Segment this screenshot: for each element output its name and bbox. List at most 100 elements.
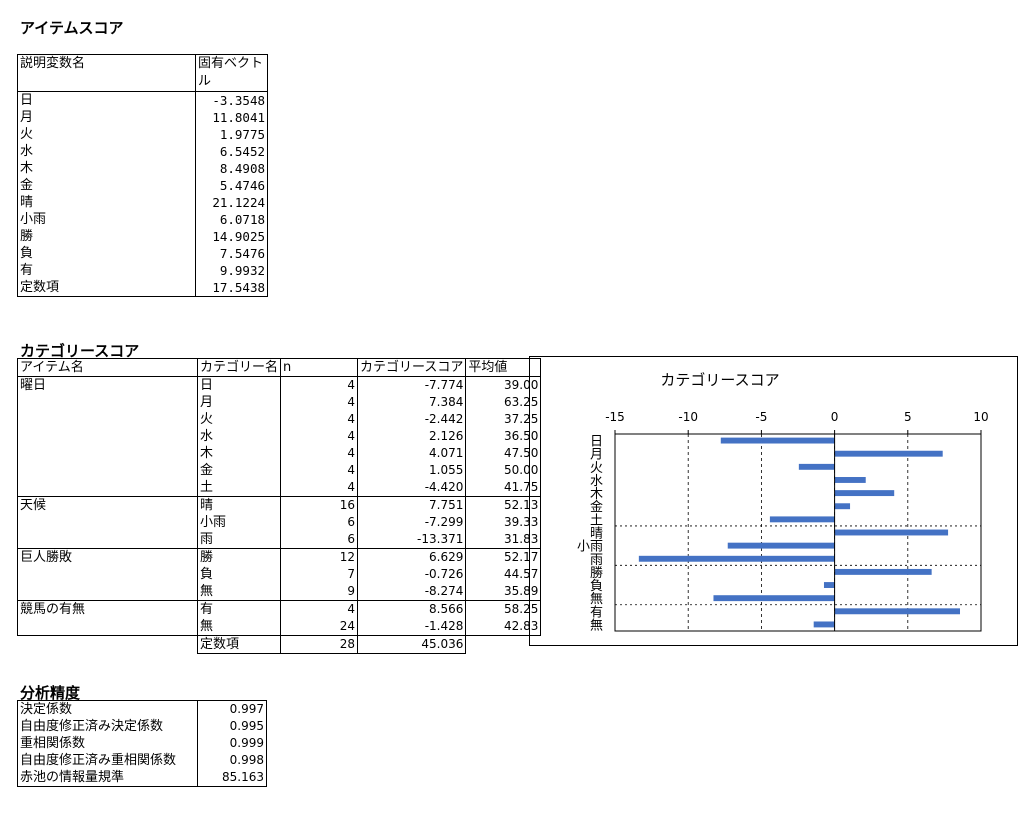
y-category-label: 無 (590, 618, 603, 633)
table-row: 赤池の情報量規準 85.163 (17, 769, 267, 787)
precision-title: 分析精度 (20, 684, 81, 702)
bar (834, 608, 961, 615)
eigenvector-value: 1.9775 (219, 127, 265, 142)
variable-name: 月 (17, 109, 196, 126)
eigenvector-value: 5.4746 (219, 178, 265, 193)
table-row: 火 1.9775 (17, 126, 268, 143)
item-name-blank (17, 445, 198, 462)
variable-name: 負 (17, 245, 196, 262)
y-category-label: 日 (590, 435, 603, 450)
variable-name: 晴 (17, 194, 196, 211)
n-value: 6 (280, 531, 359, 549)
x-tick-label: -10 (678, 410, 698, 424)
category-name: 水 (196, 428, 282, 445)
category-score-title: カテゴリースコア (20, 342, 140, 360)
precision-value: 0.997 (229, 702, 264, 716)
y-category-label: 水 (590, 474, 603, 489)
category-name: 月 (196, 394, 282, 411)
precision-label: 赤池の情報量規準 (17, 769, 198, 787)
table-row: 日 -3.3548 (17, 91, 268, 109)
table-row: 木 4 4.071 47.50 (17, 445, 542, 462)
n-value: 4 (280, 394, 359, 411)
table-row: 負 7.5476 (17, 245, 268, 262)
category-name: 無 (196, 618, 282, 636)
item-name: 巨人勝敗 (17, 548, 198, 566)
header-category-name: カテゴリー名 (196, 358, 282, 377)
table-row: 雨 6 -13.371 31.83 (17, 531, 542, 549)
n-value: 4 (280, 376, 359, 394)
y-category-label: 月 (590, 448, 603, 463)
precision-value: 85.163 (222, 770, 264, 784)
table-row: 月 4 7.384 63.25 (17, 394, 542, 411)
table-row: 天候晴 16 7.751 52.13 (17, 496, 542, 514)
eigenvector-value: 21.1224 (212, 195, 265, 210)
category-name: 有 (196, 600, 282, 618)
category-score-value: 2.126 (357, 428, 467, 445)
item-name-blank (17, 531, 198, 549)
constant-value: 45.036 (357, 635, 467, 654)
bar (813, 621, 835, 628)
x-tick-label: 5 (904, 410, 912, 424)
item-name-blank (17, 618, 198, 636)
chart-title: カテゴリースコア (660, 371, 779, 389)
table-row: 無 9 -8.274 35.89 (17, 583, 542, 601)
table-row: 自由度修正済み重相関係数 0.998 (17, 752, 267, 769)
item-name-blank (17, 462, 198, 479)
category-name: 日 (196, 376, 282, 394)
item-score-title: アイテムスコア (20, 19, 124, 37)
item-name-blank (17, 583, 198, 601)
bar (834, 568, 932, 575)
table-row: 定数項 17.5438 (17, 279, 268, 297)
header-n: n (280, 358, 359, 377)
y-category-label: 雨 (590, 553, 603, 568)
category-score-value: -0.726 (357, 566, 467, 583)
category-score-value: 6.629 (357, 548, 467, 566)
variable-name: 勝 (17, 228, 196, 245)
x-tick-label: -5 (755, 410, 767, 424)
x-tick-label: 0 (831, 410, 839, 424)
eigenvector-value: 14.9025 (212, 229, 265, 244)
category-score-value: -4.420 (357, 479, 467, 497)
table-row: 巨人勝敗勝 12 6.629 52.17 (17, 548, 542, 566)
eigenvector-value: 9.9932 (219, 263, 265, 278)
table-row: 土 4 -4.420 41.75 (17, 479, 542, 497)
bar (834, 450, 943, 457)
constant-row: 定数項 28 45.036 (18, 635, 541, 654)
table-row: 負 7 -0.726 44.57 (17, 566, 542, 583)
item-score-header-row: 説明変数名 固有ベクトル (17, 54, 268, 92)
item-name-blank (17, 479, 198, 497)
eigenvector-value: 7.5476 (219, 246, 265, 261)
header-category-score: カテゴリースコア (357, 358, 467, 377)
eigenvector-value: 8.4908 (219, 161, 265, 176)
table-row: 火 4 -2.442 37.25 (17, 411, 542, 428)
variable-name: 小雨 (17, 211, 196, 228)
category-score-table: アイテム名 カテゴリー名 n カテゴリースコア 平均値 曜日日 4 -7.774 39.00 月 4… (17, 358, 542, 654)
header-item-name: アイテム名 (17, 358, 198, 377)
table-row: 競馬の有無有 4 8.566 58.25 (17, 600, 542, 618)
item-name: 曜日 (17, 376, 198, 394)
blank (18, 636, 198, 654)
header-variable-name: 説明変数名 (17, 54, 196, 92)
table-row: 決定係数 0.997 (17, 700, 267, 718)
variable-name: 定数項 (17, 279, 196, 297)
n-value: 4 (280, 445, 359, 462)
category-score-value: -8.274 (357, 583, 467, 601)
bar (720, 437, 835, 444)
header-mean: 平均値 (465, 358, 542, 377)
y-category-label: 無 (590, 592, 603, 607)
eigenvector-value: 11.8041 (212, 110, 265, 125)
variable-name: 有 (17, 262, 196, 279)
item-name-blank (17, 428, 198, 445)
n-value: 4 (280, 600, 359, 618)
eigenvector-value: 17.5438 (212, 280, 265, 295)
precision-value: 0.995 (229, 719, 264, 733)
n-value: 9 (280, 583, 359, 601)
category-name: 金 (196, 462, 282, 479)
variable-name: 水 (17, 143, 196, 160)
n-value: 6 (280, 514, 359, 531)
constant-n: 28 (280, 635, 359, 654)
y-category-label: 金 (590, 499, 603, 515)
y-category-label: 小雨 (577, 540, 603, 555)
category-score-header-row: アイテム名 カテゴリー名 n カテゴリースコア 平均値 (17, 358, 542, 377)
